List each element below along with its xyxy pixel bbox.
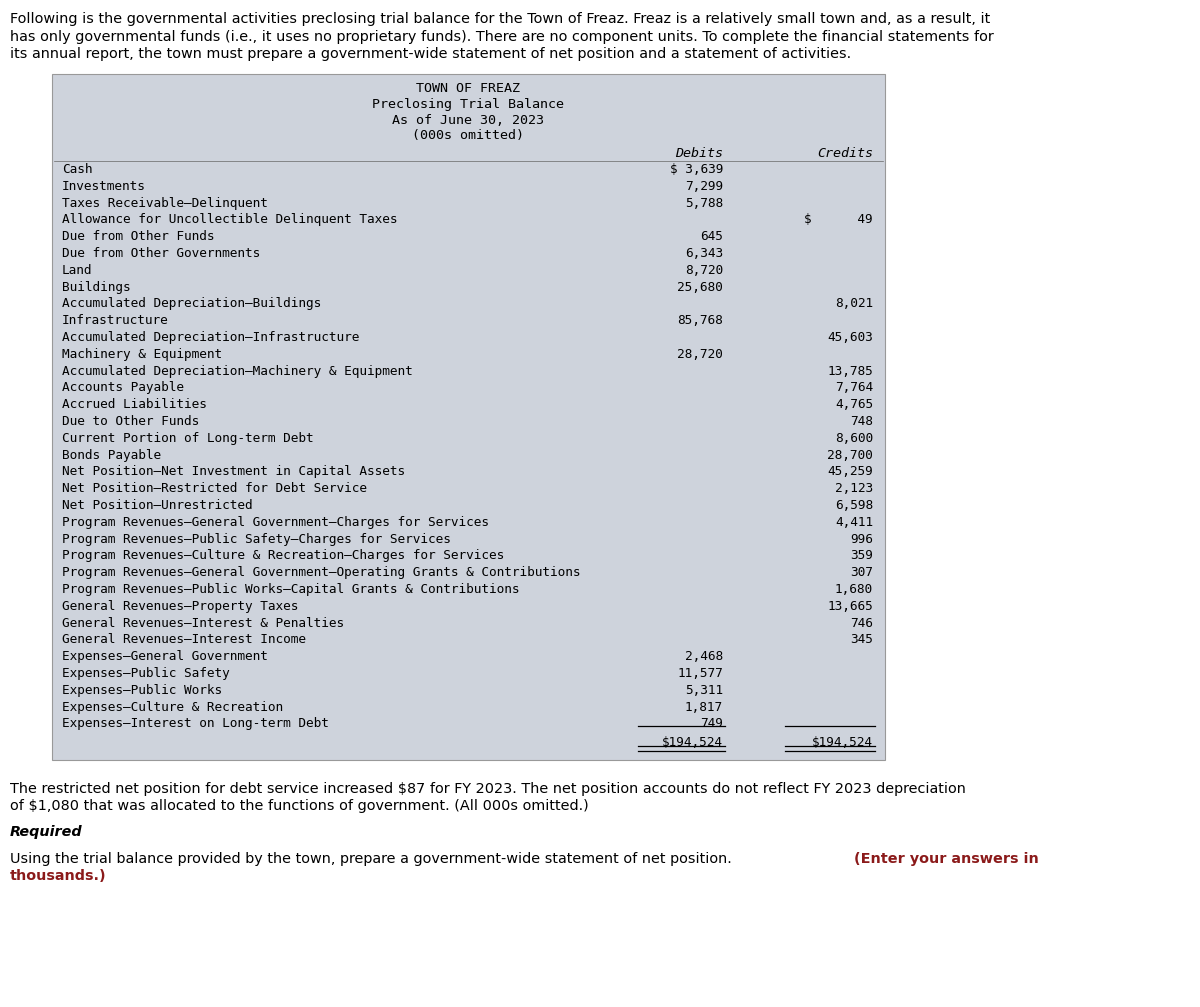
- Text: 748: 748: [850, 415, 874, 428]
- Text: Using the trial balance provided by the town, prepare a government-wide statemen: Using the trial balance provided by the …: [10, 852, 737, 866]
- Text: General Revenues–Interest Income: General Revenues–Interest Income: [62, 633, 306, 646]
- Text: Buildings: Buildings: [62, 281, 131, 294]
- Text: The restricted net position for debt service increased $87 for FY 2023. The net : The restricted net position for debt ser…: [10, 781, 966, 796]
- Text: 1,680: 1,680: [835, 583, 874, 596]
- Text: $ 3,639: $ 3,639: [670, 163, 722, 176]
- Text: thousands.): thousands.): [10, 869, 107, 883]
- Text: Expenses–Interest on Long-term Debt: Expenses–Interest on Long-term Debt: [62, 717, 329, 730]
- Text: 25,680: 25,680: [677, 281, 722, 294]
- Text: Debits: Debits: [674, 147, 722, 160]
- Text: 307: 307: [850, 566, 874, 579]
- Text: 13,785: 13,785: [827, 365, 874, 378]
- Text: 28,700: 28,700: [827, 448, 874, 461]
- Text: 996: 996: [850, 533, 874, 546]
- Text: $194,524: $194,524: [662, 736, 722, 749]
- Text: Net Position–Net Investment in Capital Assets: Net Position–Net Investment in Capital A…: [62, 465, 406, 478]
- Text: General Revenues–Property Taxes: General Revenues–Property Taxes: [62, 600, 299, 613]
- Text: General Revenues–Interest & Penalties: General Revenues–Interest & Penalties: [62, 616, 344, 629]
- Text: $      49: $ 49: [804, 213, 874, 227]
- Text: 359: 359: [850, 550, 874, 562]
- FancyBboxPatch shape: [52, 75, 886, 759]
- Text: TOWN OF FREAZ: TOWN OF FREAZ: [416, 83, 521, 96]
- Text: Allowance for Uncollectible Delinquent Taxes: Allowance for Uncollectible Delinquent T…: [62, 213, 397, 227]
- Text: As of June 30, 2023: As of June 30, 2023: [392, 114, 545, 127]
- Text: Following is the governmental activities preclosing trial balance for the Town o: Following is the governmental activities…: [10, 12, 990, 26]
- Text: 8,600: 8,600: [835, 432, 874, 445]
- Text: Program Revenues–General Government–Charges for Services: Program Revenues–General Government–Char…: [62, 516, 490, 529]
- Text: Bonds Payable: Bonds Payable: [62, 448, 161, 461]
- Text: 13,665: 13,665: [827, 600, 874, 613]
- Text: Due from Other Funds: Due from Other Funds: [62, 231, 215, 244]
- Text: has only governmental funds (i.e., it uses no proprietary funds). There are no c: has only governmental funds (i.e., it us…: [10, 29, 994, 43]
- Text: Land: Land: [62, 264, 92, 277]
- Text: 6,343: 6,343: [685, 247, 722, 260]
- Text: Program Revenues–General Government–Operating Grants & Contributions: Program Revenues–General Government–Oper…: [62, 566, 581, 579]
- Text: $194,524: $194,524: [812, 736, 874, 749]
- Text: Infrastructure: Infrastructure: [62, 314, 169, 327]
- Text: Accumulated Depreciation–Buildings: Accumulated Depreciation–Buildings: [62, 297, 322, 310]
- Text: Required: Required: [10, 826, 83, 840]
- Text: 8,021: 8,021: [835, 297, 874, 310]
- Text: Credits: Credits: [817, 147, 874, 160]
- Text: 4,765: 4,765: [835, 398, 874, 411]
- Text: (Enter your answers in: (Enter your answers in: [854, 852, 1039, 866]
- Text: 7,299: 7,299: [685, 180, 722, 192]
- Text: Accounts Payable: Accounts Payable: [62, 382, 184, 395]
- Text: 2,123: 2,123: [835, 482, 874, 495]
- Text: Expenses–Culture & Recreation: Expenses–Culture & Recreation: [62, 701, 283, 714]
- Text: 11,577: 11,577: [677, 667, 722, 680]
- Text: of $1,080 that was allocated to the functions of government. (All 000s omitted.): of $1,080 that was allocated to the func…: [10, 800, 589, 814]
- Text: 2,468: 2,468: [685, 651, 722, 664]
- Text: 645: 645: [700, 231, 722, 244]
- Text: Expenses–Public Works: Expenses–Public Works: [62, 684, 222, 697]
- Text: Cash: Cash: [62, 163, 92, 176]
- Text: Accumulated Depreciation–Machinery & Equipment: Accumulated Depreciation–Machinery & Equ…: [62, 365, 413, 378]
- Text: Taxes Receivable–Delinquent: Taxes Receivable–Delinquent: [62, 196, 268, 209]
- Text: Due to Other Funds: Due to Other Funds: [62, 415, 199, 428]
- Text: Program Revenues–Culture & Recreation–Charges for Services: Program Revenues–Culture & Recreation–Ch…: [62, 550, 504, 562]
- Text: 345: 345: [850, 633, 874, 646]
- Text: Program Revenues–Public Safety–Charges for Services: Program Revenues–Public Safety–Charges f…: [62, 533, 451, 546]
- Text: its annual report, the town must prepare a government-wide statement of net posi: its annual report, the town must prepare…: [10, 47, 851, 61]
- Text: 6,598: 6,598: [835, 499, 874, 512]
- Text: 4,411: 4,411: [835, 516, 874, 529]
- Text: Expenses–General Government: Expenses–General Government: [62, 651, 268, 664]
- Text: 1,817: 1,817: [685, 701, 722, 714]
- Text: 7,764: 7,764: [835, 382, 874, 395]
- Text: 5,788: 5,788: [685, 196, 722, 209]
- Text: 749: 749: [700, 717, 722, 730]
- Text: (000s omitted): (000s omitted): [413, 129, 524, 142]
- Text: Net Position–Restricted for Debt Service: Net Position–Restricted for Debt Service: [62, 482, 367, 495]
- Text: 45,603: 45,603: [827, 331, 874, 344]
- Text: 28,720: 28,720: [677, 347, 722, 361]
- Text: 85,768: 85,768: [677, 314, 722, 327]
- Text: Machinery & Equipment: Machinery & Equipment: [62, 347, 222, 361]
- Text: Preclosing Trial Balance: Preclosing Trial Balance: [372, 98, 564, 111]
- Text: 746: 746: [850, 616, 874, 629]
- Text: Net Position–Unrestricted: Net Position–Unrestricted: [62, 499, 253, 512]
- Text: Investments: Investments: [62, 180, 146, 192]
- Text: Program Revenues–Public Works–Capital Grants & Contributions: Program Revenues–Public Works–Capital Gr…: [62, 583, 520, 596]
- Text: 8,720: 8,720: [685, 264, 722, 277]
- Text: Accumulated Depreciation–Infrastructure: Accumulated Depreciation–Infrastructure: [62, 331, 359, 344]
- Text: Due from Other Governments: Due from Other Governments: [62, 247, 260, 260]
- Text: 45,259: 45,259: [827, 465, 874, 478]
- Text: Accrued Liabilities: Accrued Liabilities: [62, 398, 206, 411]
- Text: Expenses–Public Safety: Expenses–Public Safety: [62, 667, 229, 680]
- Text: Current Portion of Long-term Debt: Current Portion of Long-term Debt: [62, 432, 313, 445]
- Text: 5,311: 5,311: [685, 684, 722, 697]
